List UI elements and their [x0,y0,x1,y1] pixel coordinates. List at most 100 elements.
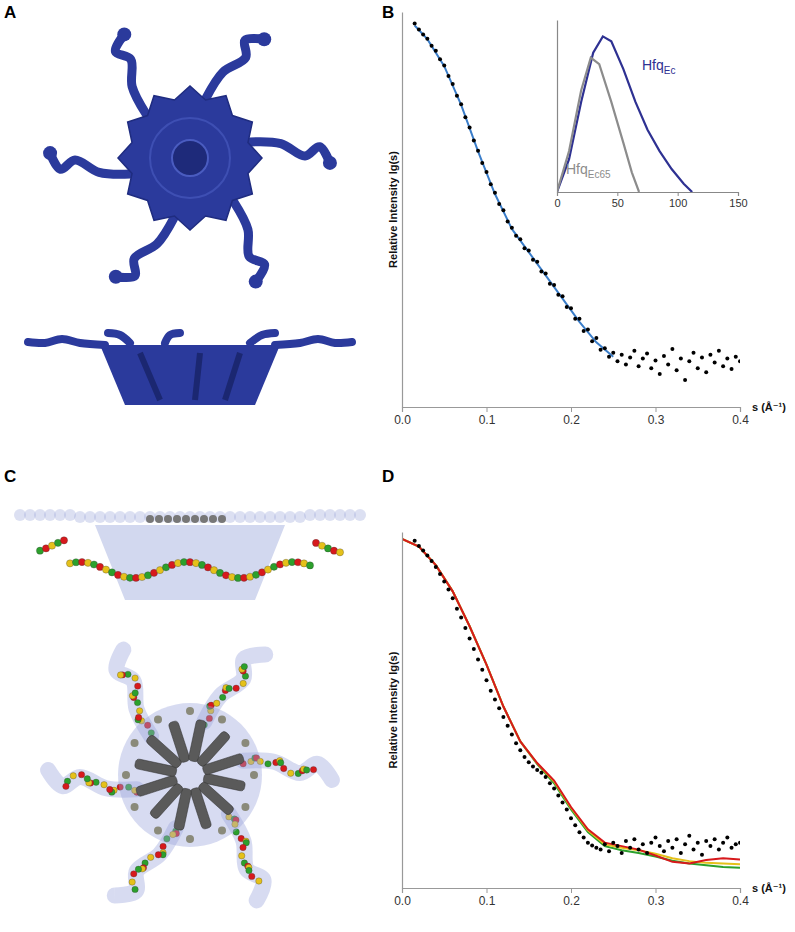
data-point [485,170,489,174]
data-point [645,352,649,356]
arm-bead [233,685,239,691]
data-point [425,37,429,41]
data-point [670,347,674,351]
panel-label: D [382,467,394,486]
arm-tip [117,27,131,41]
core-helix [202,753,245,775]
side-bead [306,562,313,569]
data-point [480,668,484,672]
data-point [624,362,628,366]
arm-bead [310,766,316,772]
data-point [556,293,560,297]
data-point [451,596,455,600]
arm-bead [135,683,141,689]
x-tick-label: 0.4 [732,413,749,427]
data-point [480,161,484,165]
data-point [556,794,560,798]
side-core-bead [164,515,172,523]
side-arm [108,333,130,343]
arm-bead [101,781,107,787]
core-bead [186,835,194,843]
data-point [421,548,425,552]
data-point [632,837,636,841]
data-point [430,559,434,563]
side-envelope-bead [354,509,366,521]
data-point [561,800,565,804]
arm-bead [246,867,252,873]
data-point [531,765,535,769]
series-label: HfqEc [642,57,675,76]
data-point [430,44,434,48]
data-point [468,636,472,640]
core-bead [122,771,130,779]
arm [206,38,264,98]
x-axis-title: s (Å⁻¹) [752,882,786,894]
data-point [603,346,607,350]
side-arm [250,333,275,343]
data-point [649,841,653,845]
data-point [501,715,505,719]
data-point [451,82,455,86]
data-point [493,698,497,702]
arm-tip [43,146,57,160]
x-tick-label: 0.3 [648,894,665,908]
data-point [442,63,446,67]
data-point [586,328,590,332]
data-point [501,208,505,212]
data-point [641,357,645,361]
data-point [738,359,740,363]
plot-area [402,539,740,868]
x-tick: 0.0 [394,407,411,427]
plot-area [413,22,740,382]
x-tick-mark [402,407,403,412]
data-point [675,368,679,372]
data-point [489,689,493,693]
data-point [459,616,463,620]
data-point [683,842,687,846]
x-axis: 0.00.10.20.30.4 [394,407,749,427]
ring-body [118,86,262,230]
data-point [442,580,446,584]
side-core-bead [182,515,190,523]
data-point [738,841,740,845]
data-point [658,372,662,376]
data-point [476,149,480,153]
side-core-bead [191,515,199,523]
data-point [687,834,691,838]
data-point [493,191,497,195]
data-point [527,760,531,764]
arm-bead [117,672,123,678]
data-point [586,841,590,845]
x-tick-label: 0.2 [563,413,580,427]
data-point [594,336,598,340]
data-point [654,835,658,839]
data-point [708,353,712,357]
data-point [459,102,463,106]
x-tick-mark [402,888,403,893]
arm-bead [136,708,142,714]
data-point [700,853,704,857]
x-tick: 0.0 [394,888,411,908]
data-point [645,851,649,855]
core-bead [186,707,194,715]
x-tick-label: 150 [729,197,747,209]
x-tick-mark [571,888,572,893]
x-tick-mark [740,888,741,893]
chart: 0.00.10.20.30.4Ds (Å⁻¹)Relative Intensit… [382,467,786,908]
data-point [662,849,666,853]
data-point [721,841,725,845]
data-point [662,354,666,358]
data-point [611,841,615,845]
data-point [455,607,459,611]
core-helix [190,787,212,830]
data-point [446,74,450,78]
data-point [468,125,472,129]
data-point [704,370,708,374]
arm-bead [129,879,135,885]
data-point [725,357,729,361]
panel-label: B [382,3,394,22]
data-point [472,647,476,651]
ring-pore [172,140,208,176]
data-point [734,842,738,846]
x-tick: 0.2 [563,888,580,908]
